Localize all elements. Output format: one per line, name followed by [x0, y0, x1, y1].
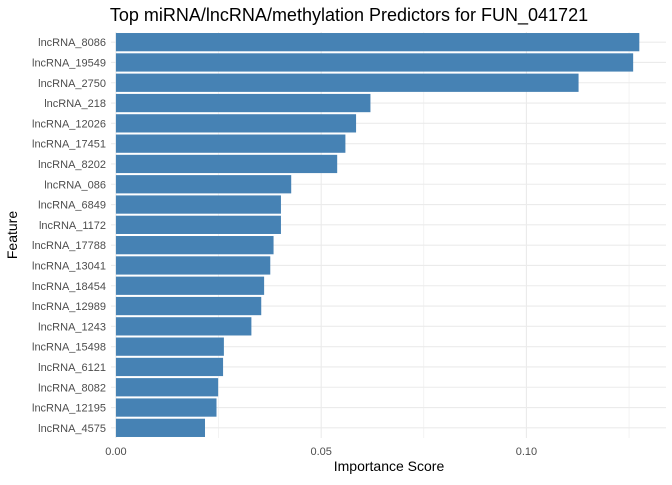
x-tick-label: 0.10 [516, 446, 537, 458]
y-tick-label: lncRNA_19549 [32, 57, 106, 69]
y-axis-title: Feature [4, 211, 20, 259]
bar-lncRNA_17788 [115, 236, 274, 255]
y-tick-label: lncRNA_8202 [38, 159, 106, 171]
bar-lncRNA_1243 [115, 317, 252, 336]
bar-lncRNA_18454 [115, 276, 265, 295]
y-tick-label: lncRNA_6849 [38, 200, 106, 212]
y-tick-label: lncRNA_1172 [39, 220, 106, 232]
x-axis-title: Importance Score [334, 458, 445, 474]
y-tick-labels: lncRNA_8086 lncRNA_19549 lncRNA_2750 lncRNA… [32, 37, 106, 435]
y-tick-label: lncRNA_17451 [32, 139, 106, 151]
bar-lncRNA_086 [115, 175, 292, 194]
y-tick-label: lncRNA_2750 [38, 78, 106, 90]
bar-lncRNA_6849 [115, 195, 281, 214]
x-tick-label: 0.05 [310, 446, 331, 458]
bar-lncRNA_218 [115, 93, 371, 113]
bar-lncRNA_2750 [115, 73, 579, 92]
y-tick-label: lncRNA_1243 [38, 321, 106, 333]
bar-lncRNA_19549 [115, 53, 634, 72]
bar-lncRNA_15498 [115, 337, 224, 356]
y-tick-label: lncRNA_15498 [32, 342, 106, 354]
y-tick-label: lncRNA_17788 [32, 240, 106, 252]
y-tick-label: lncRNA_6121 [38, 362, 106, 374]
y-tick-label: lncRNA_18454 [32, 281, 106, 293]
bar-lncRNA_4575 [115, 418, 206, 437]
y-tick-label: lncRNA_086 [44, 179, 106, 191]
y-tick-label: lncRNA_12195 [32, 403, 106, 415]
y-tick-label: lncRNA_8082 [38, 382, 106, 394]
bar-lncRNA_13041 [115, 256, 271, 275]
bar-lncRNA_6121 [115, 357, 224, 377]
y-tick-label: lncRNA_8086 [38, 37, 106, 49]
bar-lncRNA_12026 [115, 114, 357, 133]
x-tick-labels: 0.00 0.05 0.10 [105, 446, 537, 458]
x-tick-label: 0.00 [105, 446, 126, 458]
bar-lncRNA_17451 [115, 134, 346, 153]
y-tick-label: lncRNA_4575 [38, 423, 106, 435]
bar-lncRNA_12989 [115, 296, 262, 316]
y-tick-label: lncRNA_12026 [32, 118, 106, 130]
y-tick-label: lncRNA_13041 [32, 260, 106, 272]
bar-lncRNA_8202 [115, 154, 338, 174]
bar-lncRNA_12195 [115, 398, 217, 417]
grid-layer [111, 32, 666, 438]
bar-layer [115, 33, 640, 437]
bar-lncRNA_8082 [115, 378, 219, 397]
y-tick-label: lncRNA_218 [44, 98, 106, 110]
y-tick-label: lncRNA_12989 [32, 301, 106, 313]
bar-lncRNA_1172 [115, 215, 281, 234]
bar-lncRNA_8086 [115, 33, 640, 52]
chart-title: Top miRNA/lncRNA/methylation Predictors … [110, 5, 588, 26]
